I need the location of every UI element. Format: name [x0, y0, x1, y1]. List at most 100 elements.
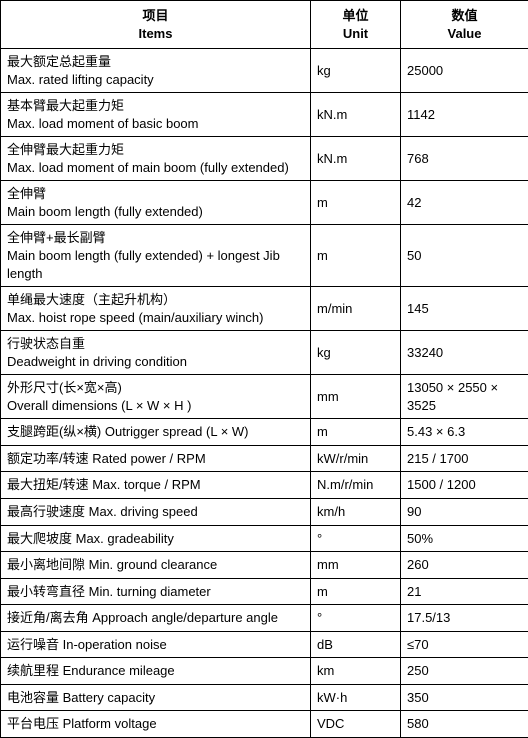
cell-unit: m — [311, 181, 401, 225]
cell-items: 接近角/离去角 Approach angle/departure angle — [1, 605, 311, 632]
cell-unit: kW·h — [311, 684, 401, 711]
cell-items: 最小离地间隙 Min. ground clearance — [1, 552, 311, 579]
cell-items: 最小转弯直径 Min. turning diameter — [1, 578, 311, 605]
cell-items: 最大爬坡度 Max. gradeability — [1, 525, 311, 552]
cell-unit: km/h — [311, 499, 401, 526]
item-en: Max. load moment of main boom (fully ext… — [7, 159, 304, 177]
item-zh: 基本臂最大起重力矩 — [7, 97, 304, 115]
header-value-en: Value — [405, 25, 524, 43]
table-row: 全伸臂最大起重力矩Max. load moment of main boom (… — [1, 137, 528, 181]
table-row: 续航里程 Endurance mileagekm250 — [1, 658, 528, 685]
item-zh: 行驶状态自重 — [7, 335, 304, 353]
table-row: 单绳最大速度（主起升机构）Max. hoist rope speed (main… — [1, 287, 528, 331]
item-zh: 外形尺寸(长×宽×高) — [7, 379, 304, 397]
header-value: 数值 Value — [401, 1, 528, 49]
header-items-zh: 项目 — [5, 7, 306, 25]
cell-value: 1142 — [401, 93, 528, 137]
cell-value: ≤70 — [401, 631, 528, 658]
cell-value: 145 — [401, 287, 528, 331]
cell-unit: kW/r/min — [311, 445, 401, 472]
cell-value: 260 — [401, 552, 528, 579]
cell-value: 25000 — [401, 49, 528, 93]
cell-value: 17.5/13 — [401, 605, 528, 632]
cell-value: 42 — [401, 181, 528, 225]
item-en: Deadweight in driving condition — [7, 353, 304, 371]
cell-unit: m — [311, 578, 401, 605]
cell-items: 全伸臂Main boom length (fully extended) — [1, 181, 311, 225]
table-row: 最大爬坡度 Max. gradeability°50% — [1, 525, 528, 552]
cell-items: 平台电压 Platform voltage — [1, 711, 311, 738]
table-row: 最大额定总起重量Max. rated lifting capacitykg250… — [1, 49, 528, 93]
cell-items: 最大扭矩/转速 Max. torque / RPM — [1, 472, 311, 499]
table-row: 最小离地间隙 Min. ground clearancemm260 — [1, 552, 528, 579]
cell-unit: dB — [311, 631, 401, 658]
cell-unit: kN.m — [311, 137, 401, 181]
table-row: 行驶状态自重Deadweight in driving conditionkg3… — [1, 331, 528, 375]
table-row: 全伸臂+最长副臂Main boom length (fully extended… — [1, 225, 528, 287]
cell-unit: kg — [311, 49, 401, 93]
cell-items: 全伸臂+最长副臂Main boom length (fully extended… — [1, 225, 311, 287]
header-value-zh: 数值 — [405, 7, 524, 25]
cell-items: 单绳最大速度（主起升机构）Max. hoist rope speed (main… — [1, 287, 311, 331]
cell-value: 33240 — [401, 331, 528, 375]
header-items-en: Items — [5, 25, 306, 43]
cell-items: 最高行驶速度 Max. driving speed — [1, 499, 311, 526]
cell-value: 215 / 1700 — [401, 445, 528, 472]
cell-value: 580 — [401, 711, 528, 738]
cell-items: 电池容量 Battery capacity — [1, 684, 311, 711]
cell-value: 768 — [401, 137, 528, 181]
cell-items: 行驶状态自重Deadweight in driving condition — [1, 331, 311, 375]
cell-value: 50 — [401, 225, 528, 287]
cell-value: 50% — [401, 525, 528, 552]
item-zh: 全伸臂 — [7, 185, 304, 203]
item-en: Main boom length (fully extended) + long… — [7, 247, 304, 282]
cell-unit: m — [311, 225, 401, 287]
cell-unit: N.m/r/min — [311, 472, 401, 499]
table-body: 最大额定总起重量Max. rated lifting capacitykg250… — [1, 49, 528, 738]
item-en: Max. load moment of basic boom — [7, 115, 304, 133]
specifications-table: 项目 Items 单位 Unit 数值 Value 最大额定总起重量Max. r… — [0, 0, 528, 738]
item-zh: 单绳最大速度（主起升机构） — [7, 291, 304, 309]
table-row: 基本臂最大起重力矩Max. load moment of basic boom k… — [1, 93, 528, 137]
header-unit-en: Unit — [315, 25, 396, 43]
item-zh: 全伸臂+最长副臂 — [7, 229, 304, 247]
table-row: 平台电压 Platform voltageVDC580 — [1, 711, 528, 738]
item-en: Main boom length (fully extended) — [7, 203, 304, 221]
table-row: 支腿跨距(纵×横) Outrigger spread (L × W)m5.43 … — [1, 419, 528, 446]
cell-items: 最大额定总起重量Max. rated lifting capacity — [1, 49, 311, 93]
cell-items: 运行噪音 In-operation noise — [1, 631, 311, 658]
cell-unit: mm — [311, 375, 401, 419]
cell-unit: kN.m — [311, 93, 401, 137]
cell-items: 续航里程 Endurance mileage — [1, 658, 311, 685]
table-row: 接近角/离去角 Approach angle/departure angle°1… — [1, 605, 528, 632]
table-row: 最大扭矩/转速 Max. torque / RPMN.m/r/min1500 /… — [1, 472, 528, 499]
cell-value: 350 — [401, 684, 528, 711]
cell-unit: kg — [311, 331, 401, 375]
cell-items: 外形尺寸(长×宽×高)Overall dimensions (L × W × H… — [1, 375, 311, 419]
item-zh: 全伸臂最大起重力矩 — [7, 141, 304, 159]
table-row: 最小转弯直径 Min. turning diameterm21 — [1, 578, 528, 605]
cell-value: 90 — [401, 499, 528, 526]
header-unit-zh: 单位 — [315, 7, 396, 25]
cell-value: 21 — [401, 578, 528, 605]
item-en: Overall dimensions (L × W × H ) — [7, 397, 304, 415]
item-en: Max. rated lifting capacity — [7, 71, 304, 89]
header-unit: 单位 Unit — [311, 1, 401, 49]
table-row: 运行噪音 In-operation noisedB≤70 — [1, 631, 528, 658]
cell-value: 1500 / 1200 — [401, 472, 528, 499]
cell-unit: km — [311, 658, 401, 685]
cell-unit: m — [311, 419, 401, 446]
table-header: 项目 Items 单位 Unit 数值 Value — [1, 1, 528, 49]
table-row: 全伸臂Main boom length (fully extended)m42 — [1, 181, 528, 225]
cell-value: 13050 × 2550 × 3525 — [401, 375, 528, 419]
item-zh: 最大额定总起重量 — [7, 53, 304, 71]
cell-unit: ° — [311, 525, 401, 552]
cell-items: 支腿跨距(纵×横) Outrigger spread (L × W) — [1, 419, 311, 446]
cell-value: 5.43 × 6.3 — [401, 419, 528, 446]
cell-unit: mm — [311, 552, 401, 579]
cell-items: 额定功率/转速 Rated power / RPM — [1, 445, 311, 472]
cell-unit: ° — [311, 605, 401, 632]
table-row: 额定功率/转速 Rated power / RPMkW/r/min215 / 1… — [1, 445, 528, 472]
cell-value: 250 — [401, 658, 528, 685]
table-row: 外形尺寸(长×宽×高)Overall dimensions (L × W × H… — [1, 375, 528, 419]
